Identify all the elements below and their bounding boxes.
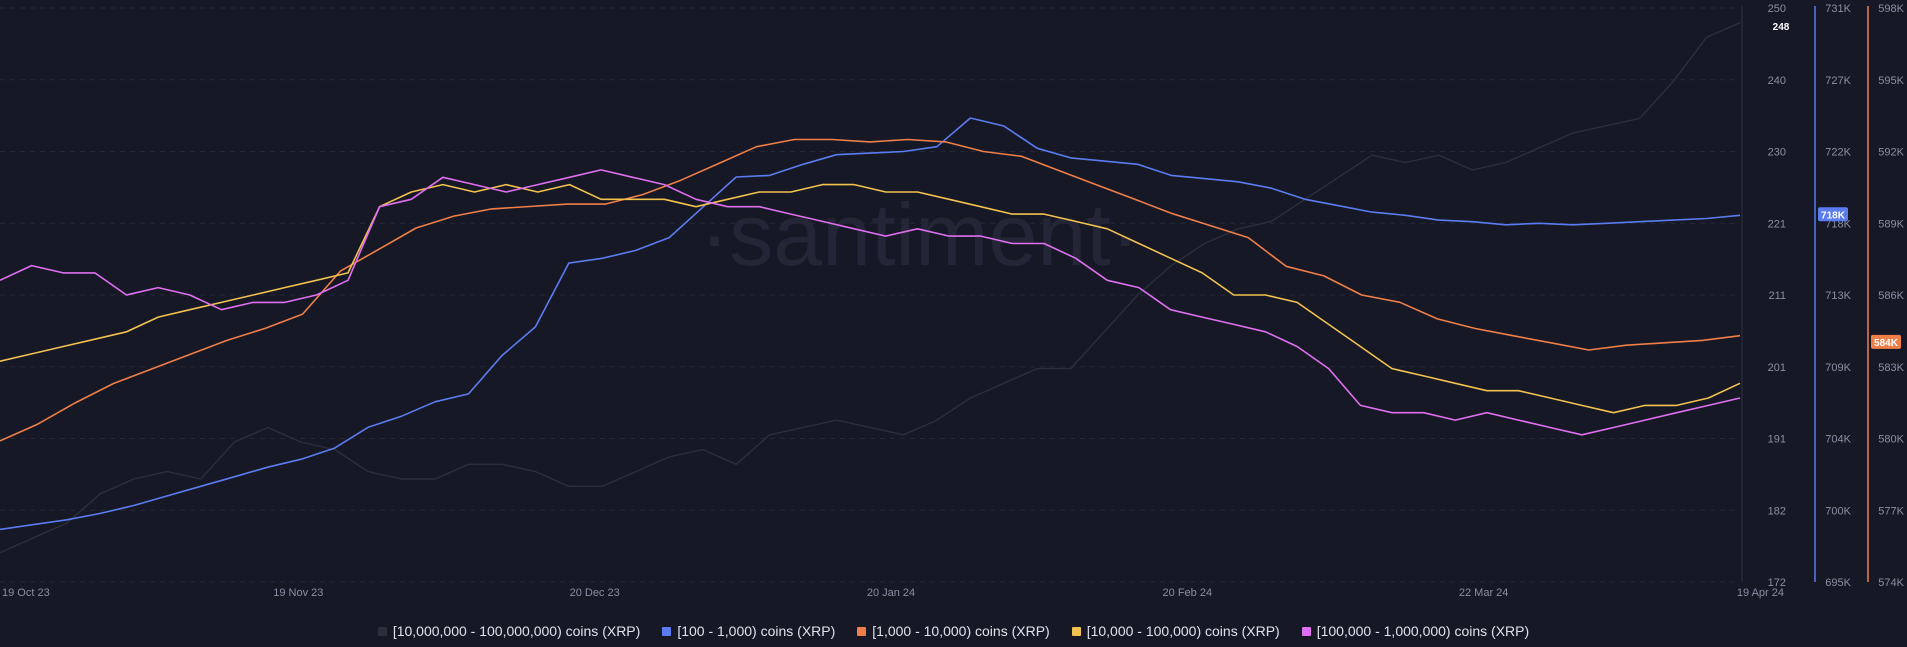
y-blue-tick-label: 704K	[1825, 434, 1851, 446]
legend-swatch	[1071, 626, 1081, 636]
y-blue-tick-label: 709K	[1825, 362, 1851, 374]
series-line-10-000-000-100-000-000-coins-xrp	[0, 22, 1741, 554]
axes: 250 240 230 221 211 201 191 182 172 731K 727K 722K 7…	[2, 3, 1905, 599]
y-blue-tick-label: 713K	[1825, 290, 1851, 302]
legend-swatch	[662, 626, 672, 636]
legend-item[interactable]: [100,000 - 1,000,000) coins (XRP)	[1301, 623, 1530, 639]
y-orange-tick-label: 583K	[1878, 362, 1904, 374]
y-orange-tick-label: 595K	[1878, 75, 1904, 87]
y-left-tick-label: 211	[1768, 290, 1786, 302]
y-orange-tick-label: 589K	[1878, 218, 1904, 230]
x-tick-label: 20 Feb 24	[1163, 587, 1213, 599]
y-left-tick-label: 250	[1768, 3, 1786, 15]
legend-item[interactable]: [1,000 - 10,000) coins (XRP)	[857, 623, 1050, 639]
x-tick-label: 20 Jan 24	[867, 587, 915, 599]
series-line-1-000-10-000-coins-xrp	[0, 138, 1741, 442]
legend-item[interactable]: [10,000,000 - 100,000,000) coins (XRP)	[377, 623, 641, 639]
y-left-tick-label: 191	[1768, 434, 1786, 446]
y-left-tick-label: 201	[1768, 362, 1786, 374]
legend-swatch	[377, 626, 387, 636]
y-blue-tick-label: 695K	[1825, 577, 1851, 589]
series-line-100-1-000-coins-xrp	[0, 117, 1741, 531]
y-left-tick-label: 240	[1768, 75, 1786, 87]
svg-text:584K: 584K	[1874, 338, 1899, 349]
svg-text:718K: 718K	[1821, 210, 1846, 221]
y-left-tick-label: 221	[1768, 218, 1786, 230]
series-line-10-000-100-000-coins-xrp	[0, 183, 1741, 414]
x-tick-label: 19 Apr 24	[1737, 587, 1784, 599]
blue-value-badge: 718K	[1818, 207, 1848, 222]
y-orange-tick-label: 574K	[1878, 577, 1904, 589]
series-line-100-000-1-000-000-coins-xrp	[0, 169, 1741, 436]
legend: [10,000,000 - 100,000,000) coins (XRP) [1…	[0, 620, 1907, 642]
y-orange-tick-label: 586K	[1878, 290, 1904, 302]
legend-label: [1,000 - 10,000) coins (XRP)	[872, 623, 1050, 639]
legend-label: [10,000,000 - 100,000,000) coins (XRP)	[392, 623, 641, 639]
legend-label: [10,000 - 100,000) coins (XRP)	[1086, 623, 1280, 639]
y-left-tick-label: 182	[1768, 505, 1786, 517]
x-tick-label: 22 Mar 24	[1459, 587, 1509, 599]
x-tick-label: 19 Nov 23	[273, 587, 323, 599]
y-left-tick-label: 172	[1768, 577, 1786, 589]
y-orange-tick-label: 580K	[1878, 434, 1904, 446]
watermark: ·santiment·	[700, 185, 1140, 284]
y-left-tick-label: 230	[1768, 147, 1786, 159]
orange-value-badge: 584K	[1871, 334, 1901, 349]
series-layer	[0, 22, 1741, 554]
x-tick-label: 19 Oct 23	[2, 587, 50, 599]
y-orange-tick-label: 598K	[1878, 3, 1904, 15]
legend-label: [100,000 - 1,000,000) coins (XRP)	[1316, 623, 1530, 639]
legend-item[interactable]: [10,000 - 100,000) coins (XRP)	[1071, 623, 1280, 639]
x-tick-label: 20 Dec 23	[570, 587, 620, 599]
legend-label: [100 - 1,000) coins (XRP)	[677, 623, 836, 639]
y-blue-tick-label: 727K	[1825, 75, 1851, 87]
legend-item[interactable]: [100 - 1,000) coins (XRP)	[662, 623, 835, 639]
y-blue-tick-label: 722K	[1825, 147, 1851, 159]
legend-swatch	[857, 626, 867, 636]
y-orange-tick-label: 592K	[1878, 147, 1904, 159]
top-value-badge: 248	[1766, 19, 1796, 33]
y-orange-tick-label: 577K	[1878, 505, 1904, 517]
legend-swatch	[1301, 626, 1311, 636]
y-blue-tick-label: 731K	[1825, 3, 1851, 15]
y-blue-tick-label: 700K	[1825, 505, 1851, 517]
svg-text:248: 248	[1773, 22, 1790, 33]
grid	[0, 7, 1740, 583]
